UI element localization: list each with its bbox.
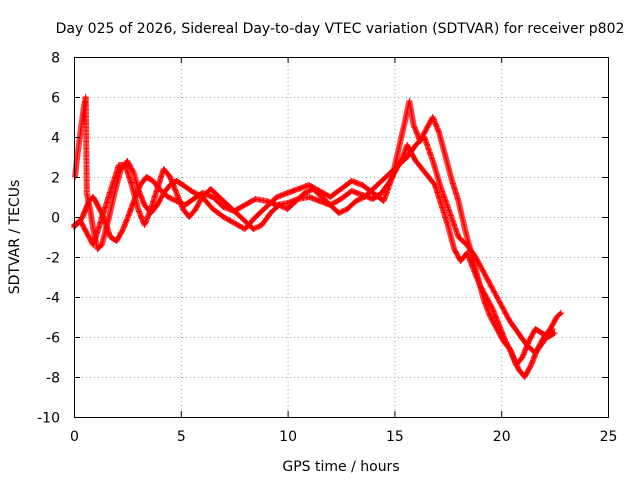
x-tick-label: 0 <box>70 429 79 445</box>
x-tick-label: 15 <box>386 429 404 445</box>
y-axis-label: SDTVAR / TECUs <box>7 180 23 295</box>
grid <box>74 57 608 417</box>
y-tick-label: 2 <box>51 171 60 187</box>
y-tick-label: -4 <box>46 291 60 307</box>
x-tick-label: 5 <box>177 429 186 445</box>
y-tick-label: -2 <box>46 251 60 267</box>
x-tick-label: 20 <box>493 429 511 445</box>
y-tick-label: 0 <box>51 211 60 227</box>
series-points <box>71 134 556 356</box>
x-tick-label: 25 <box>600 429 618 445</box>
x-tick-label: 10 <box>279 429 297 445</box>
y-tick-label: 6 <box>51 91 60 107</box>
series-points <box>72 94 558 368</box>
y-tick-label: 4 <box>51 131 60 147</box>
y-tick-label: -8 <box>46 371 60 387</box>
x-axis-label: GPS time / hours <box>282 459 399 475</box>
axis-ticks: 0 5 10 15 20 25 -10 -8 -6 -4 -2 0 2 4 6 8 <box>37 51 617 446</box>
y-tick-label: -6 <box>46 331 60 347</box>
chart-title: Day 025 of 2026, Sidereal Day-to-day VTE… <box>56 21 625 37</box>
y-tick-label: 8 <box>51 51 60 67</box>
plot-frame <box>74 57 609 418</box>
series-track <box>71 134 556 356</box>
series-track <box>72 94 558 368</box>
y-tick-label: -10 <box>37 411 60 427</box>
